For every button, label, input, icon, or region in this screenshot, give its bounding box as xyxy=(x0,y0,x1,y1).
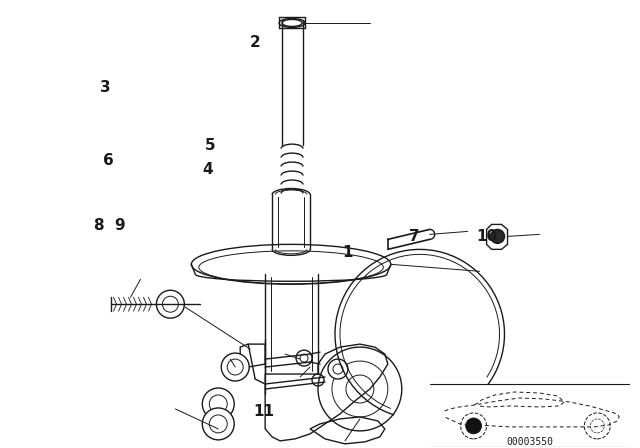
Text: 2: 2 xyxy=(250,35,260,50)
Text: 5: 5 xyxy=(205,138,216,153)
Circle shape xyxy=(466,418,481,434)
Text: 00003550: 00003550 xyxy=(506,437,553,447)
Text: 4: 4 xyxy=(202,162,212,177)
Text: 1: 1 xyxy=(342,245,353,260)
Text: 3: 3 xyxy=(100,80,110,95)
Text: 9: 9 xyxy=(115,218,125,233)
Text: 7: 7 xyxy=(410,229,420,244)
Circle shape xyxy=(202,408,234,440)
Circle shape xyxy=(221,353,249,381)
Circle shape xyxy=(202,388,234,420)
Text: 6: 6 xyxy=(103,153,114,168)
Text: 10: 10 xyxy=(476,229,497,244)
Text: 11: 11 xyxy=(253,404,274,418)
Circle shape xyxy=(491,229,504,243)
Circle shape xyxy=(328,359,348,379)
Text: 8: 8 xyxy=(93,218,104,233)
Circle shape xyxy=(156,290,184,318)
